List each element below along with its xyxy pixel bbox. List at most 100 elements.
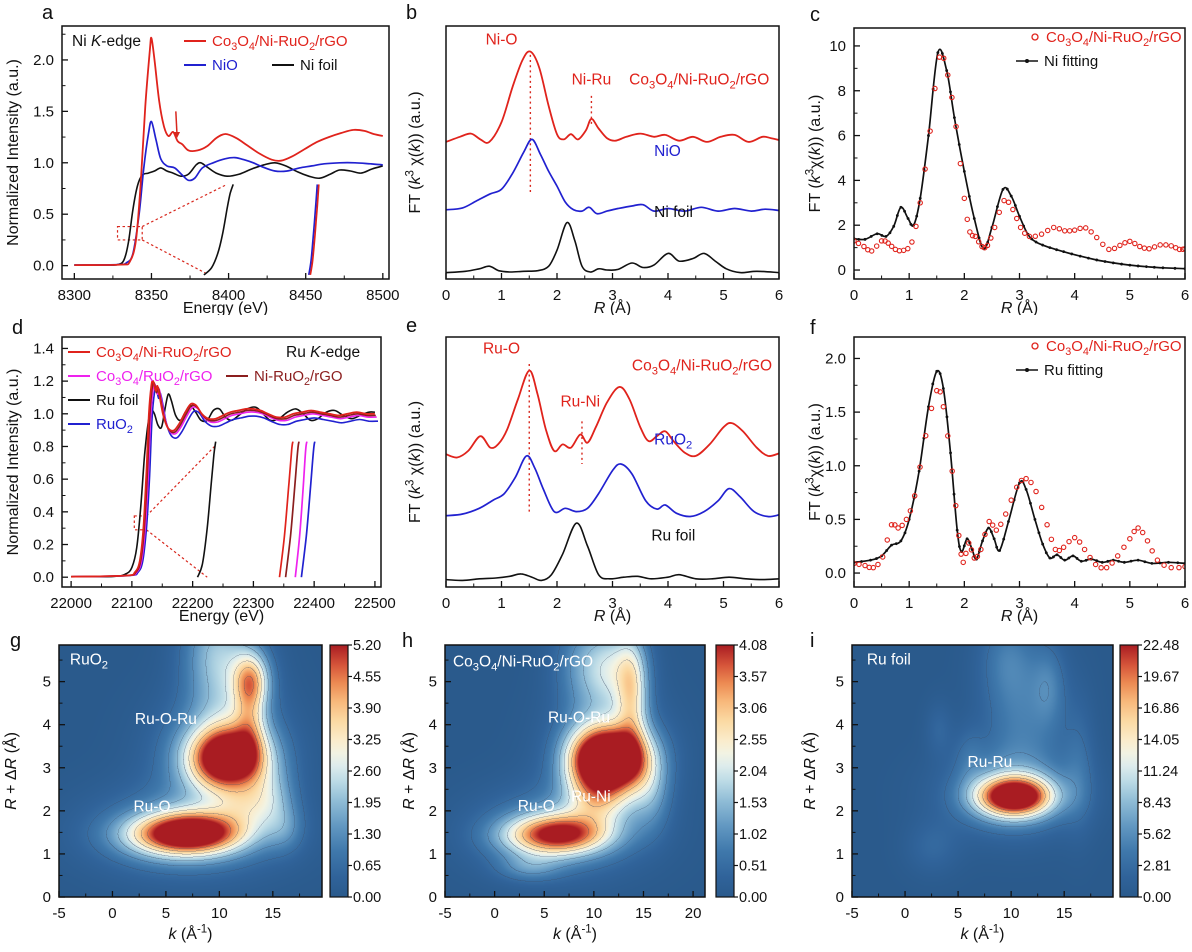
series-marker (957, 160, 964, 167)
plot-area (74, 36, 384, 276)
colorbar-label: 19.67 (1143, 670, 1179, 686)
y-tick-label: 0.6 (33, 471, 54, 488)
series-marker (1038, 231, 1045, 237)
panel-d-chart: 22000 22100 22200 22300 22400 22500 0.0 0.2 0.4 0… (5, 336, 396, 625)
series-dot (998, 549, 1002, 552)
y-tick-label: 4 (429, 717, 437, 734)
axis-box (445, 25, 780, 280)
y-tick-label: 0.8 (33, 438, 54, 455)
annotation: Co3O4/Ni-RuO2/rGO (632, 358, 772, 378)
colorbar-label: 1.95 (353, 796, 381, 812)
series-dot (1075, 557, 1079, 560)
y-tick-label: 3 (836, 760, 844, 777)
series-line (74, 161, 384, 266)
series-dot (1024, 487, 1028, 491)
series-dot (1158, 561, 1162, 565)
x-tick-label: 4 (1070, 595, 1078, 612)
series-marker (875, 561, 881, 568)
y-tick-label: 3 (429, 760, 437, 777)
series-dot (992, 537, 996, 541)
y-tick-label: 0.0 (33, 569, 54, 586)
series-marker (1176, 246, 1183, 253)
series-dot (909, 222, 913, 226)
series-marker (1013, 215, 1020, 222)
heatmap-annotation: Ru-O-Ru (548, 710, 610, 727)
series-dot (888, 231, 892, 235)
y-tick-label: 0.5 (33, 206, 54, 223)
series-dot (890, 543, 893, 547)
series-marker (895, 525, 901, 531)
legend-label: Ni fitting (1044, 53, 1098, 70)
series-dot (895, 214, 899, 217)
series-dot (1055, 248, 1058, 252)
series-line (203, 184, 234, 276)
annotation: Ni-Ru (572, 71, 612, 88)
heatmap-annotation: Ru-Ru (968, 754, 1013, 771)
series-dot (869, 558, 872, 562)
x-tick-label: 1 (497, 595, 505, 612)
y-tick-label: 4 (836, 717, 844, 734)
y-axis-label: FT (k3χ(k)) (a.u.) (805, 95, 824, 213)
y-tick-label: 4 (43, 717, 51, 734)
series-marker (917, 200, 923, 206)
series-marker (1141, 245, 1148, 251)
legend-label: Ni-RuO2/rGO (254, 368, 343, 388)
series-marker (1127, 238, 1133, 245)
y-tick-label: 2 (43, 803, 51, 820)
series-dot (892, 224, 896, 228)
series-dot (945, 69, 949, 72)
x-tick-label: 8450 (289, 287, 322, 304)
series-dot (957, 143, 961, 146)
x-axis-label: Energy (eV) (183, 300, 268, 315)
panel-c-chart: 0 1 2 3 4 5 6 0 2 4 6 8 10 R (Å) FT (k3χ(k)) (a.u.) Co3… (805, 27, 1189, 315)
series-marker (1154, 557, 1161, 563)
series-marker (888, 522, 895, 528)
series-marker (1033, 488, 1039, 495)
colorbar-label: 2.55 (739, 733, 767, 749)
series-marker (1082, 225, 1089, 231)
series-marker (989, 522, 996, 528)
series-dot (1103, 260, 1107, 263)
x-tick-label: 1 (497, 287, 505, 304)
series-marker (1044, 227, 1051, 234)
y-axis-label: Normalized Intensity (a.u.) (5, 59, 22, 246)
heatmap-image (59, 645, 322, 897)
colorbar-label: 3.06 (739, 701, 767, 717)
series-dot (1009, 194, 1013, 198)
legend-label: Co3O4/RuO2/rGO (96, 368, 212, 388)
series-marker (1163, 242, 1169, 248)
y-tick-label: 2 (838, 217, 846, 234)
x-tick-label: 4 (664, 287, 672, 304)
series-dot (918, 196, 922, 200)
series-dot (860, 560, 863, 563)
plot-area (446, 364, 779, 582)
series-marker (984, 242, 991, 249)
x-axis-label: R (Å) (594, 298, 631, 315)
series-dot (1152, 265, 1156, 269)
series-line (72, 383, 377, 578)
series-marker (1106, 246, 1112, 253)
legend-entry: Ru fitting (1016, 362, 1103, 379)
series-dot (880, 233, 884, 237)
series-dot (1067, 556, 1071, 560)
series-marker (949, 468, 955, 474)
annotation: Ru foil (651, 527, 695, 544)
series-marker (996, 209, 1003, 216)
panel-i: i -5 0 5 10 15 0 1 2 3 4 5 k (Å-1) R + ΔR (Å) Ru foil… (800, 630, 1192, 952)
colorbar-label: 5.62 (1143, 827, 1171, 843)
series-dot (953, 116, 956, 120)
series-marker (905, 245, 911, 252)
series-line (854, 48, 1185, 270)
panel-letter: h (402, 630, 414, 652)
y-tick-label: 1 (836, 846, 844, 863)
legend-entry: NiO (184, 57, 238, 74)
series-marker (922, 166, 928, 172)
legend-entry: Co3O4/Ni-RuO2/rGO (1031, 29, 1182, 49)
series-dot (1044, 551, 1048, 555)
series-dot (1051, 555, 1055, 559)
series-marker (1114, 553, 1121, 559)
y-tick-label: 1.0 (33, 155, 54, 172)
x-tick-label: 8500 (366, 287, 399, 304)
plot-area (854, 369, 1185, 571)
